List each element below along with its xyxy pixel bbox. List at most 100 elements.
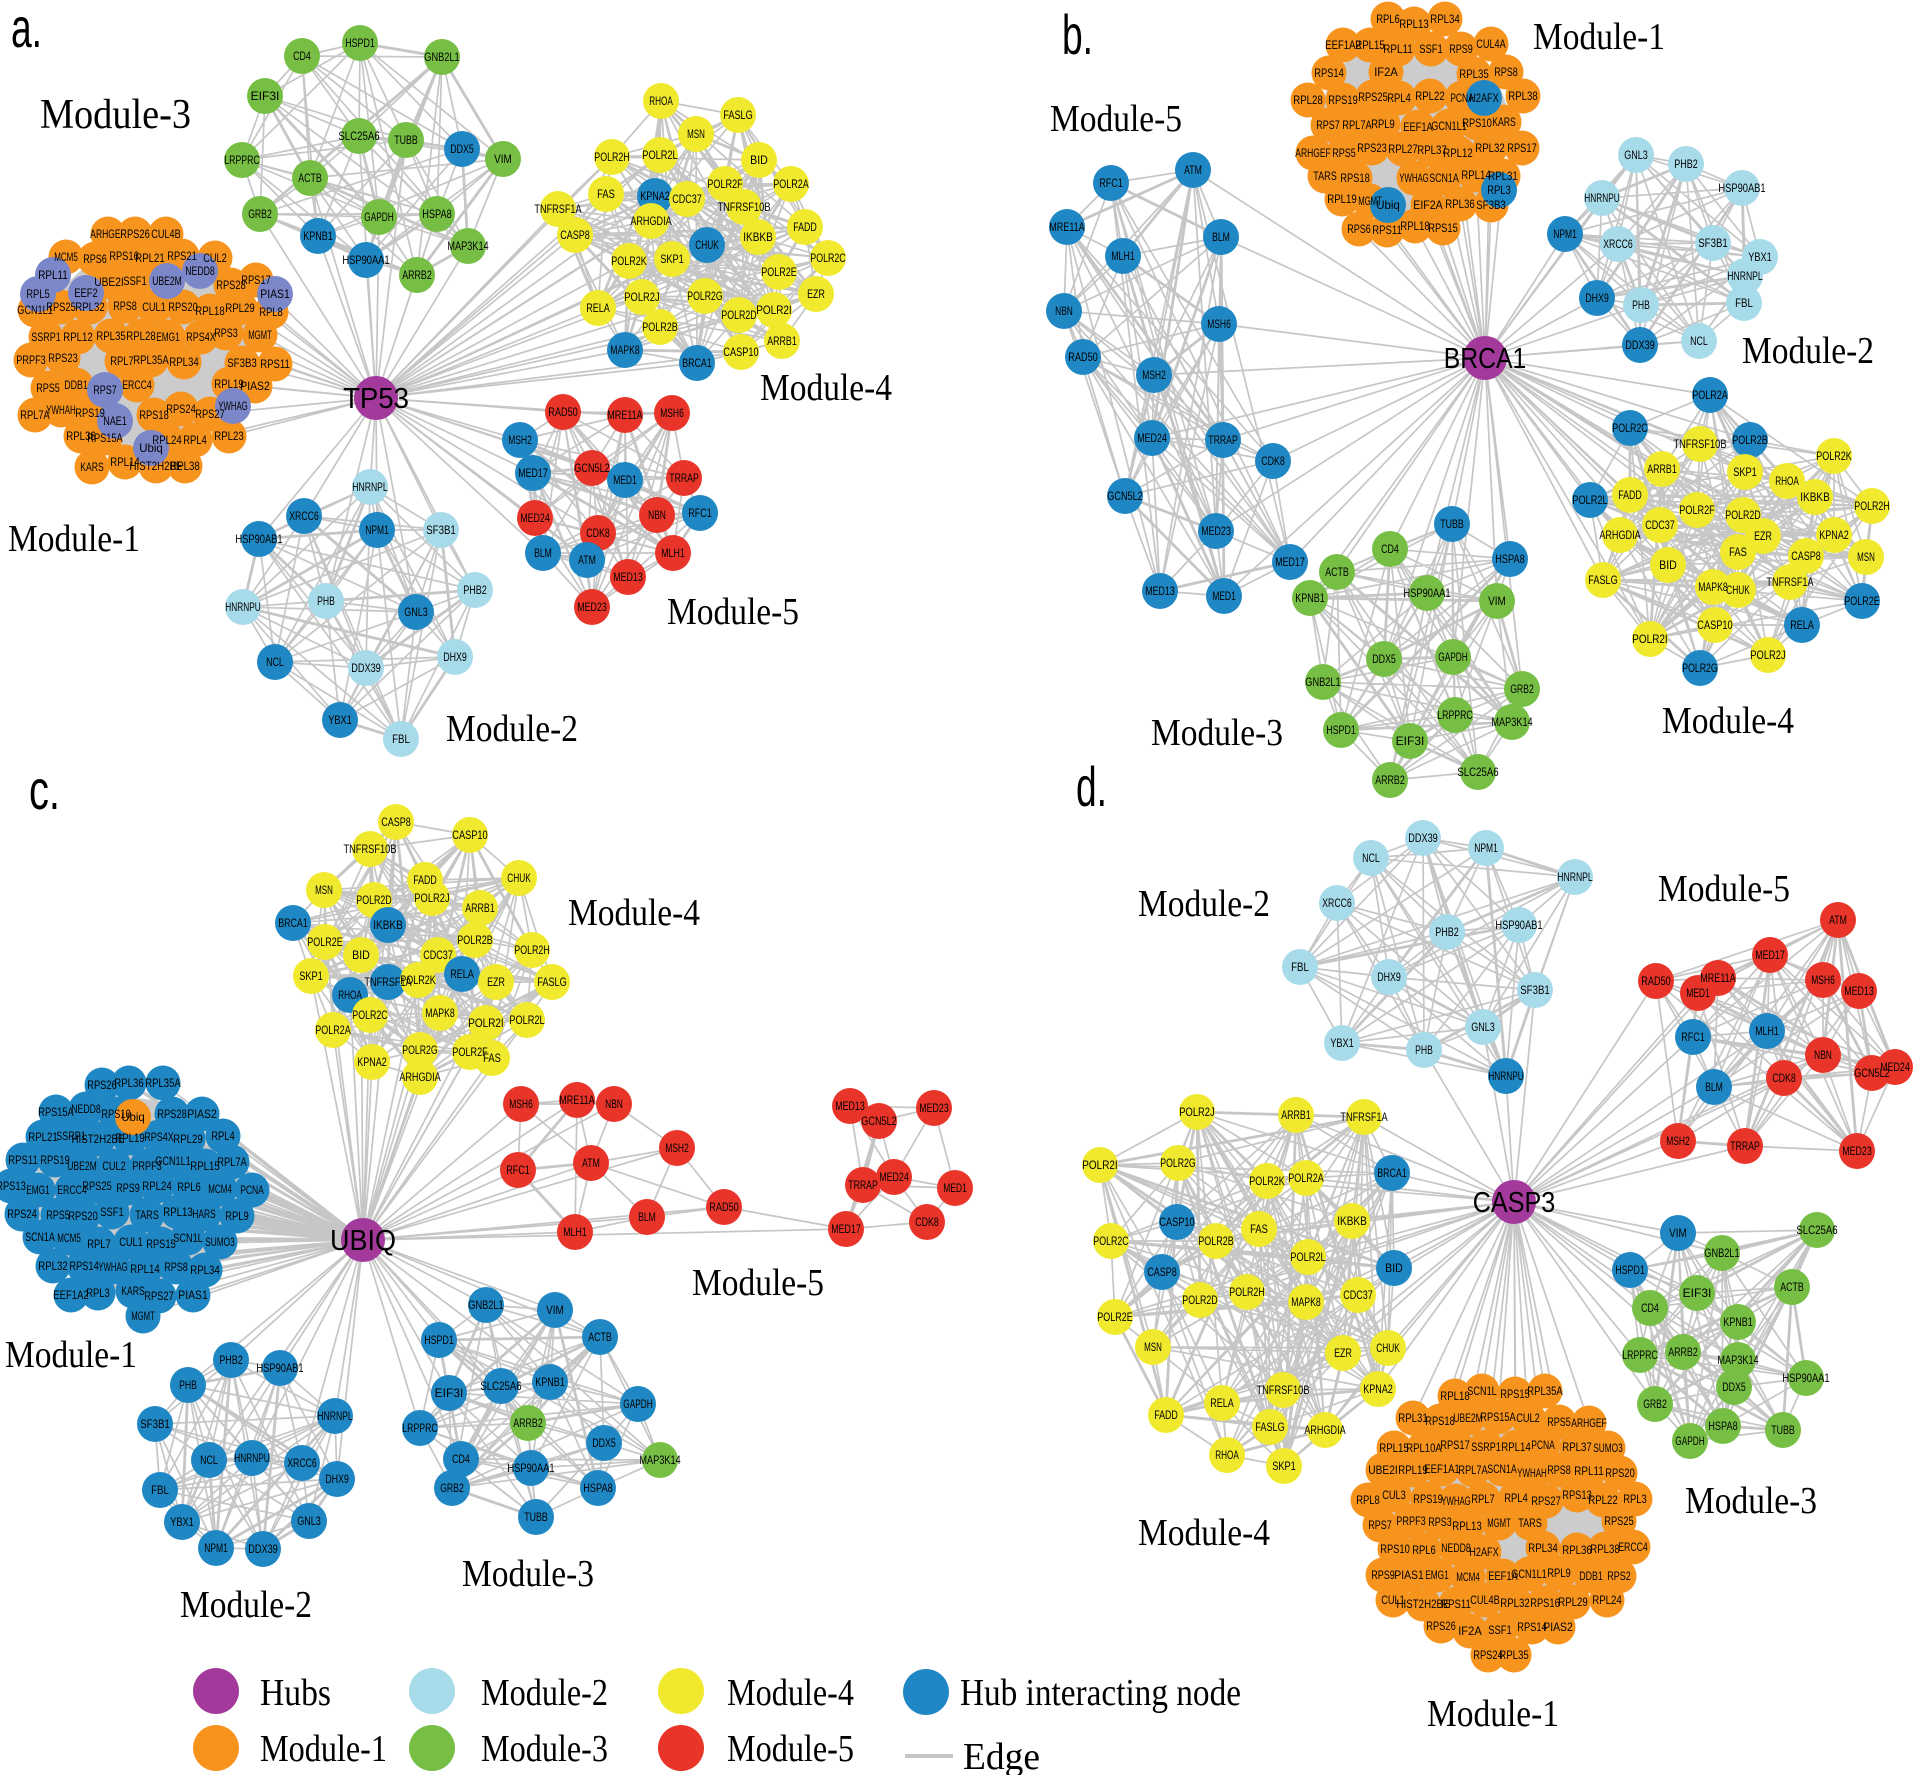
svg-text:POLR2C: POLR2C (1612, 421, 1648, 435)
svg-text:MRE11A: MRE11A (1700, 971, 1735, 985)
svg-text:CDK8: CDK8 (1772, 1071, 1796, 1085)
svg-text:KPNA2: KPNA2 (1363, 1382, 1393, 1396)
svg-text:PRPF3: PRPF3 (1396, 1514, 1426, 1528)
svg-text:TRRAP: TRRAP (669, 471, 699, 485)
svg-text:RHOA: RHOA (1215, 1448, 1239, 1462)
svg-text:RPS14: RPS14 (69, 1259, 99, 1273)
svg-text:POLR2G: POLR2G (1160, 1156, 1195, 1170)
svg-text:RPS11: RPS11 (1372, 223, 1402, 237)
svg-text:CASP10: CASP10 (723, 345, 759, 359)
svg-text:HSP90AA1: HSP90AA1 (342, 253, 389, 267)
svg-text:RPL27: RPL27 (1388, 142, 1418, 156)
svg-text:Module-3: Module-3 (481, 1728, 608, 1770)
svg-text:PCNA: PCNA (1531, 1438, 1555, 1452)
svg-text:XRCC6: XRCC6 (1603, 237, 1633, 251)
svg-text:RPL36: RPL36 (114, 1076, 144, 1090)
svg-text:POLR2J: POLR2J (1750, 648, 1785, 662)
svg-text:RPS27: RPS27 (144, 1289, 174, 1303)
svg-text:KARS: KARS (121, 1284, 145, 1298)
svg-text:POLR2L: POLR2L (509, 1013, 545, 1027)
svg-text:EZR: EZR (807, 287, 825, 301)
svg-text:RPS17: RPS17 (1440, 1438, 1470, 1452)
svg-text:RELA: RELA (1210, 1396, 1234, 1410)
svg-text:Ubiq: Ubiq (1376, 198, 1400, 212)
svg-text:RPL13: RPL13 (1399, 17, 1429, 31)
svg-text:RPS24: RPS24 (1473, 1648, 1503, 1662)
svg-text:EIF3I: EIF3I (251, 89, 280, 103)
svg-text:CDC37: CDC37 (1343, 1288, 1373, 1302)
svg-text:MLH1: MLH1 (1755, 1024, 1779, 1038)
svg-text:MSN: MSN (687, 127, 705, 141)
svg-text:RPL34: RPL34 (1528, 1541, 1558, 1555)
svg-text:SLC25A6: SLC25A6 (480, 1379, 522, 1393)
svg-text:POLR2B: POLR2B (642, 320, 677, 334)
svg-text:MED23: MED23 (1842, 1144, 1872, 1158)
svg-text:ATM: ATM (1829, 913, 1847, 927)
svg-text:RPL7: RPL7 (110, 354, 134, 368)
svg-text:TUBB: TUBB (524, 1510, 548, 1524)
svg-text:POLR2E: POLR2E (1844, 594, 1879, 608)
svg-text:RPS11: RPS11 (8, 1153, 38, 1167)
svg-text:RPL35A: RPL35A (133, 353, 168, 367)
svg-text:GNL3: GNL3 (297, 1514, 321, 1528)
svg-text:HNRNPU: HNRNPU (1584, 191, 1619, 205)
svg-text:Hubs: Hubs (260, 1672, 331, 1714)
svg-text:PIAS2: PIAS2 (1543, 1620, 1573, 1634)
svg-text:POLR2D: POLR2D (356, 893, 392, 907)
svg-text:LRPPRC: LRPPRC (224, 153, 260, 167)
svg-text:DDX5: DDX5 (1722, 1380, 1746, 1394)
svg-text:BRCA1: BRCA1 (682, 356, 712, 370)
svg-text:KPNB1: KPNB1 (535, 1375, 565, 1389)
svg-text:GNB2L1: GNB2L1 (424, 50, 460, 64)
svg-text:PHB2: PHB2 (219, 1353, 243, 1367)
svg-text:RHOA: RHOA (338, 988, 362, 1002)
svg-text:POLR2J: POLR2J (414, 891, 449, 905)
svg-text:SLC25A6: SLC25A6 (1457, 765, 1499, 779)
svg-text:HSP90AB1: HSP90AB1 (1495, 918, 1542, 932)
svg-text:POLR2C: POLR2C (352, 1008, 388, 1022)
svg-text:POLR2I: POLR2I (1082, 1158, 1117, 1172)
svg-text:RPL9: RPL9 (1547, 1566, 1571, 1580)
svg-text:RPS14: RPS14 (1517, 1620, 1547, 1634)
svg-text:SSRP1: SSRP1 (1471, 1440, 1501, 1454)
svg-text:HSP90AA1: HSP90AA1 (507, 1461, 554, 1475)
svg-text:Hub interacting node: Hub interacting node (960, 1672, 1241, 1714)
svg-text:RPL35: RPL35 (1459, 67, 1489, 81)
svg-text:DHX9: DHX9 (1377, 970, 1401, 984)
svg-text:RAD50: RAD50 (1068, 350, 1098, 364)
svg-text:TUBB: TUBB (1440, 517, 1464, 531)
svg-text:H2AFX: H2AFX (1469, 91, 1499, 105)
svg-text:MED17: MED17 (831, 1222, 861, 1236)
svg-text:KPNA2: KPNA2 (357, 1055, 387, 1069)
svg-text:MED23: MED23 (919, 1101, 949, 1115)
svg-text:Module-4: Module-4 (727, 1672, 854, 1714)
svg-text:POLR2L: POLR2L (642, 148, 678, 162)
svg-text:RPS25: RPS25 (46, 300, 76, 314)
svg-text:NCL: NCL (1690, 334, 1708, 348)
svg-text:NBN: NBN (648, 508, 666, 522)
svg-text:POLR2H: POLR2H (1229, 1285, 1264, 1299)
svg-text:RPL31: RPL31 (1488, 169, 1518, 183)
svg-text:RPL7A: RPL7A (1342, 118, 1372, 132)
svg-text:SSF1: SSF1 (1419, 42, 1443, 56)
svg-text:FBL: FBL (392, 732, 410, 746)
svg-text:FADD: FADD (793, 220, 817, 234)
svg-text:MRE11A: MRE11A (607, 408, 642, 422)
svg-text:MED13: MED13 (835, 1099, 865, 1113)
svg-text:HSP90AB1: HSP90AB1 (235, 532, 282, 546)
svg-text:EEF1A: EEF1A (1488, 1569, 1518, 1583)
svg-text:PIAS1: PIAS1 (260, 287, 290, 301)
svg-text:RPS23: RPS23 (1357, 141, 1387, 155)
svg-text:POLR2H: POLR2H (1854, 499, 1889, 513)
svg-text:RPS16: RPS16 (1530, 1596, 1560, 1610)
svg-text:HNRNPL: HNRNPL (1557, 870, 1593, 884)
svg-text:RPS15A: RPS15A (38, 1105, 73, 1119)
svg-text:ACTB: ACTB (1325, 565, 1349, 579)
svg-text:EZR: EZR (487, 975, 505, 989)
svg-text:EEF1A2: EEF1A2 (1325, 38, 1361, 52)
svg-text:c.: c. (29, 758, 60, 821)
svg-text:RPL36: RPL36 (1445, 197, 1475, 211)
svg-text:POLR2A: POLR2A (315, 1023, 350, 1037)
svg-text:ARRB2: ARRB2 (1375, 773, 1405, 787)
svg-text:MAP3K14: MAP3K14 (639, 1453, 681, 1467)
